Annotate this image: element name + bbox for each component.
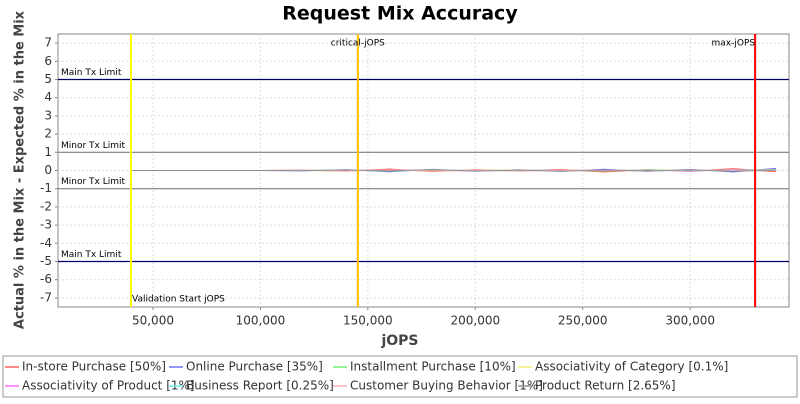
y-tick-label: -3: [40, 218, 52, 232]
limit-label: Main Tx Limit: [61, 250, 122, 260]
series-line: [131, 169, 777, 172]
y-tick-label: 6: [44, 54, 52, 68]
x-tick-label: 250,000: [558, 314, 608, 328]
y-tick-label: -2: [40, 199, 52, 213]
legend-label: Business Report [0.25%]: [186, 379, 334, 393]
x-tick-label: 300,000: [665, 314, 715, 328]
chart-title: Request Mix Accuracy: [282, 3, 518, 25]
y-tick-label: -6: [40, 272, 52, 286]
x-tick-label: 50,000: [132, 314, 174, 328]
y-tick-label: -7: [40, 290, 52, 304]
marker-label: Validation Start jOPS: [132, 295, 225, 305]
legend-label: Online Purchase [35%]: [186, 360, 323, 374]
y-tick-label: -4: [40, 236, 52, 250]
limit-label: Minor Tx Limit: [61, 141, 126, 151]
x-tick-label: 100,000: [236, 314, 286, 328]
y-tick-label: -5: [40, 254, 52, 268]
y-tick-label: 7: [44, 36, 52, 50]
x-tick-label: 200,000: [450, 314, 500, 328]
x-tick-label: 150,000: [343, 314, 393, 328]
legend-label: In-store Purchase [50%]: [22, 360, 166, 374]
legend-label: Installment Purchase [10%]: [350, 360, 516, 374]
y-tick-label: 3: [44, 108, 52, 122]
marker-label: critical-jOPS: [331, 39, 385, 49]
limit-label: Minor Tx Limit: [61, 177, 126, 187]
legend-box: [2, 355, 798, 398]
legend-label: Associativity of Product [1%]: [22, 379, 195, 393]
marker-label: max-jOPS: [712, 39, 756, 49]
y-tick-label: 0: [44, 163, 52, 177]
y-tick-label: -1: [40, 181, 52, 195]
y-tick-label: 1: [44, 145, 52, 159]
y-tick-label: 2: [44, 127, 52, 141]
limit-label: Main Tx Limit: [61, 68, 122, 78]
y-tick-label: 5: [44, 72, 52, 86]
x-axis-label: jOPS: [380, 333, 418, 349]
legend-label: Associativity of Category [0.1%]: [535, 360, 728, 374]
y-tick-label: 4: [44, 90, 52, 104]
legend-label: Product Return [2.65%]: [535, 379, 676, 393]
y-axis-label: Actual % in the Mix - Expected % in the …: [13, 10, 28, 329]
legend-label: Customer Buying Behavior [1%]: [350, 379, 543, 393]
